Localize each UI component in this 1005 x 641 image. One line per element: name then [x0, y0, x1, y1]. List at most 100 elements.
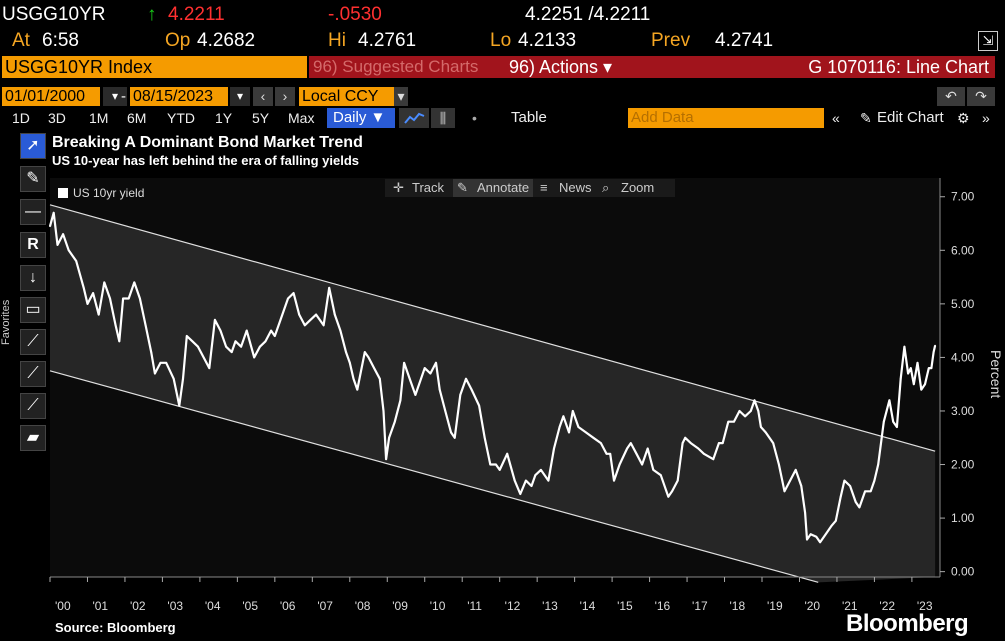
collapse-left-icon[interactable]: « — [832, 110, 840, 126]
low-label: Lo — [490, 30, 512, 51]
data-point — [429, 372, 432, 375]
rectangle-tool-icon[interactable]: ▭ — [20, 297, 46, 323]
data-point — [75, 260, 78, 262]
data-point — [815, 535, 818, 538]
data-point — [92, 292, 94, 294]
data-point — [465, 377, 467, 380]
data-point — [150, 351, 153, 353]
period-1m[interactable]: 1M — [89, 110, 109, 126]
data-point — [273, 335, 276, 337]
undo-icon[interactable]: ↶ — [937, 87, 965, 106]
end-date-picker-icon[interactable]: ▾ — [230, 87, 250, 106]
net-change: -.0530 — [328, 4, 382, 25]
data-point — [896, 426, 898, 428]
date-range-dash: - — [121, 88, 126, 105]
chart-title: Breaking A Dominant Bond Market Trend — [52, 134, 363, 151]
data-point — [483, 436, 486, 439]
frequency-select[interactable]: Daily ▼ — [327, 108, 395, 128]
currency-dropdown-icon[interactable]: ▾ — [394, 87, 408, 106]
data-point — [930, 367, 933, 369]
x-tick-label: '02 — [130, 599, 146, 613]
data-point — [903, 345, 906, 348]
down-arrow-tool-icon[interactable]: ↓ — [20, 265, 46, 291]
table-button[interactable]: Table — [511, 109, 547, 126]
start-date-picker-icon[interactable]: ▾ — [103, 87, 127, 106]
currency-select[interactable]: Local CCY — [299, 87, 394, 106]
series-layer — [48, 211, 937, 544]
track-icon[interactable]: ✛ — [393, 180, 404, 195]
data-point — [459, 394, 462, 396]
more-dots-icon[interactable]: • — [472, 110, 477, 126]
start-date-input[interactable]: 01/01/2000 — [2, 87, 100, 106]
x-tick-label: '07 — [317, 599, 333, 613]
x-tick-label: '22 — [879, 599, 895, 613]
band-tool-icon[interactable]: ▰ — [20, 425, 46, 451]
data-point — [547, 479, 550, 482]
bar-type-icon[interactable]: ⫼ — [431, 108, 455, 128]
data-point — [420, 377, 422, 380]
chart-mini-toolbar: ✛ Track ✎ Annotate ≡ News ⌕ Zoom — [385, 179, 675, 197]
popout-icon[interactable]: ⇲ — [978, 31, 998, 51]
x-tick-label: '09 — [392, 599, 408, 613]
period-5y[interactable]: 5Y — [252, 110, 270, 126]
forward-arrow-icon[interactable]: › — [275, 87, 295, 106]
data-point — [667, 495, 670, 498]
trendline-tool-icon[interactable]: ⟋ — [20, 329, 46, 355]
data-point — [292, 292, 295, 294]
x-tick-label: '14 — [580, 599, 596, 613]
period-1y[interactable]: 1Y — [215, 110, 233, 126]
suggested-charts-button[interactable]: 96) Suggested Charts — [313, 57, 479, 76]
period-3d[interactable]: 3D — [48, 110, 66, 126]
annotate-icon[interactable]: ✎ — [457, 180, 468, 195]
annotate-button[interactable]: Annotate — [477, 180, 530, 195]
open-value: 4.2682 — [197, 30, 256, 51]
channel-fill — [50, 204, 936, 583]
add-data-input[interactable]: Add Data — [628, 108, 824, 128]
data-point — [909, 367, 912, 369]
data-point — [159, 361, 162, 364]
period-max[interactable]: Max — [288, 110, 315, 126]
zoom-button[interactable]: Zoom — [621, 180, 655, 195]
pen-tool-icon[interactable]: ✎ — [20, 166, 46, 192]
data-point — [609, 452, 612, 455]
ray-tool-icon[interactable]: ⟋ — [20, 393, 46, 419]
collapse-right-icon[interactable]: » — [982, 110, 990, 126]
data-point — [103, 281, 106, 284]
actions-menu[interactable]: 96) Actions ▾ — [509, 57, 613, 77]
settings-icon[interactable]: ⚙ — [957, 110, 970, 126]
index-name-field[interactable]: USGG10YR Index — [2, 56, 307, 78]
data-point — [585, 431, 587, 434]
redo-icon[interactable]: ↷ — [967, 87, 995, 106]
retracement-tool-icon[interactable]: R — [20, 232, 46, 258]
data-point — [839, 495, 842, 498]
data-point — [626, 447, 628, 450]
horizontal-line-tool-icon[interactable]: — — [20, 199, 46, 225]
track-button[interactable]: Track — [412, 180, 445, 195]
back-arrow-icon[interactable]: ‹ — [253, 87, 273, 106]
prev-value: 4.2741 — [715, 30, 774, 51]
period-6m[interactable]: 6M — [127, 110, 147, 126]
x-tick-label: '10 — [430, 599, 446, 613]
data-point — [352, 377, 355, 380]
edit-chart-button[interactable]: Edit Chart — [877, 109, 944, 126]
data-point — [646, 447, 649, 450]
data-point — [139, 297, 141, 300]
data-point — [789, 479, 791, 482]
period-ytd[interactable]: YTD — [167, 110, 195, 126]
news-icon[interactable]: ≡ — [540, 180, 548, 195]
line-chart-type-icon[interactable] — [399, 108, 429, 128]
data-point — [934, 344, 936, 347]
pencil-icon[interactable]: ✎ — [860, 110, 872, 126]
data-point — [348, 361, 351, 364]
x-tick-label: '17 — [692, 599, 708, 613]
end-date-input[interactable]: 08/15/2023 — [130, 87, 228, 106]
news-button[interactable]: News — [559, 180, 592, 195]
data-point — [738, 410, 741, 412]
data-point — [635, 452, 638, 455]
pointer-tool-icon[interactable]: ➚ — [20, 133, 46, 159]
channel-tool-icon[interactable]: ⟋ — [20, 361, 46, 387]
zoom-icon[interactable]: ⌕ — [602, 180, 610, 195]
data-point — [127, 297, 130, 300]
data-point — [403, 361, 405, 364]
period-1d[interactable]: 1D — [12, 110, 30, 126]
